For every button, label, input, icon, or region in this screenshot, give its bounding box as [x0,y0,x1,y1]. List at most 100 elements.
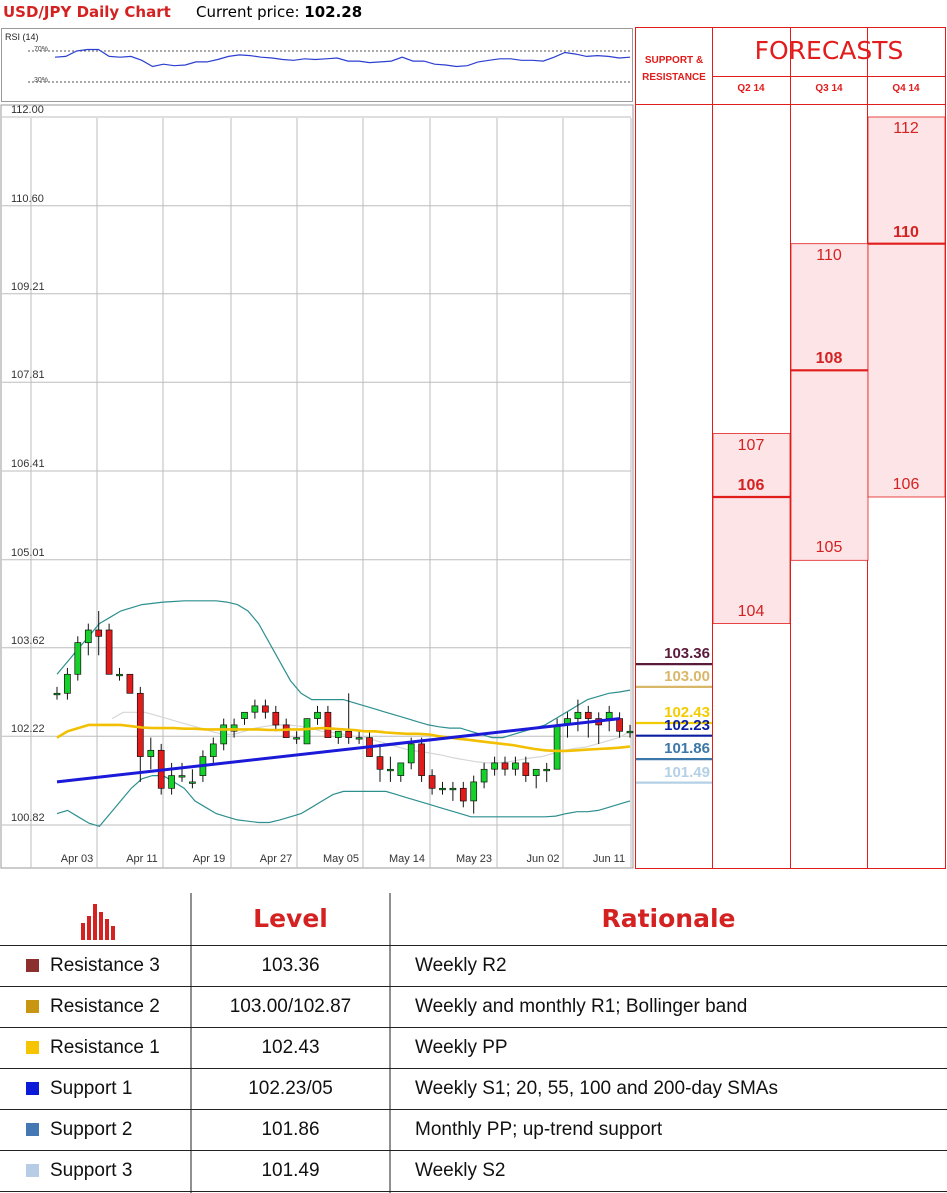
level-rationale: Weekly R2 [415,955,507,976]
x-tick-label: May 05 [322,853,360,865]
support-resistance-lines [636,662,712,784]
current-price-label: Current price: [196,3,300,21]
candle-up [53,692,61,696]
forecast-mid-value: 110 [893,224,919,241]
candle-up [355,737,363,740]
price-chart [0,104,634,869]
level-color-swatch [26,1123,39,1136]
candle-up [626,730,634,734]
level-color-swatch [26,1164,39,1177]
y-tick-label: 106.41 [11,458,45,470]
level-color-swatch [26,959,39,972]
sma-blue-line [56,717,620,784]
x-tick-label: Jun 11 [592,853,626,865]
candle-down [522,762,530,776]
level-rationale: Weekly S1; 20, 55, 100 and 200-day SMAs [415,1078,778,1099]
y-tick-label: 112.00 [11,104,44,116]
candle-up [532,768,540,776]
forecast-panel [635,27,946,869]
level-rationale: Weekly S2 [415,1160,506,1181]
sr-level-value: 101.86 [664,740,710,757]
level-name: Resistance 1 [50,1037,160,1058]
levels-table-grid [0,893,947,1193]
sr-level-value: 102.43 [664,704,710,721]
quarter-label-q4: Q4 14 [892,83,920,94]
level-value: 103.36 [261,955,320,976]
candle-up [470,781,478,802]
candle-up [168,775,175,789]
level-value: 102.23/05 [248,1078,333,1099]
x-tick-label: May 14 [388,853,426,865]
x-tick-label: May 23 [455,853,493,865]
rsi-label: RSI (14) [5,32,39,42]
sr-level-value: 103.36 [664,645,710,662]
level-rationale: Monthly PP; up-trend support [415,1119,663,1140]
candle-down [324,711,332,738]
candle-down [584,711,592,719]
candle-down [428,775,436,789]
candle-up [480,768,488,783]
table-row-lines [0,945,947,1192]
forecast-high-value: 107 [737,437,765,454]
candle-down [95,629,103,637]
level-value: 103.00/102.87 [229,996,352,1017]
candle-down [282,724,290,738]
level-name: Support 2 [50,1119,133,1140]
candle-down [262,705,269,713]
level-name: Resistance 2 [50,996,160,1017]
rsi-plot [28,48,631,83]
level-name: Resistance 3 [50,955,160,976]
candle-down [376,756,384,770]
candle-down [345,730,353,738]
candle-up [512,762,519,770]
sma-yellow-line [56,723,631,753]
current-price: Current price: 102.28 [196,3,362,21]
candle-up [397,762,405,776]
forecast-high-value: 110 [816,247,842,264]
level-value: 102.43 [261,1037,320,1058]
candle-up [251,705,259,713]
candle-up [147,749,155,757]
y-tick-label: 102.22 [11,723,45,735]
y-tick-label: 109.21 [11,281,45,293]
x-tick-label: Apr 11 [126,853,158,865]
price-chart-frame [0,104,634,869]
forecast-range-band [712,433,791,625]
candle-up [189,781,196,784]
level-color-swatch [26,1082,39,1095]
sr-level-value: 101.49 [664,764,710,781]
x-tick-label: Apr 19 [192,853,226,865]
chart-title: USD/JPY Daily Chart [3,3,171,21]
sr-level-value: 102.23 [664,717,710,734]
forecast-high-value: 112 [893,120,919,137]
rsi-lower-label: 30% [34,77,49,84]
level-color-swatch [26,1041,39,1054]
candle-up [116,673,123,677]
candle-down [272,711,280,726]
candle-down [459,787,467,802]
forecast-mid-value: 106 [737,477,765,494]
level-rationale: Weekly PP [415,1037,508,1058]
candle-up [491,762,498,770]
candle-up [314,711,321,719]
level-value: 101.86 [261,1119,320,1140]
forecast-mid-value: 108 [815,350,843,367]
forecast-range-band [790,243,869,561]
price-grid [2,116,632,868]
candle-up [387,768,394,772]
candle-down [418,743,425,776]
candle-up [74,642,82,675]
candle-up [293,737,300,740]
candle-down [501,762,509,770]
bollinger-lower-line [56,774,631,827]
x-tick-label: Apr 27 [259,853,293,865]
y-tick-label: 100.82 [11,812,45,824]
level-color-swatch [26,1000,39,1013]
forecasts-header: FORECASTS [754,36,904,65]
candle-down [105,629,113,675]
candle-up [241,711,248,719]
forecast-low-value: 105 [815,539,843,556]
candle-up [220,724,228,745]
candle-up [334,730,342,738]
level-value: 101.49 [261,1160,320,1181]
